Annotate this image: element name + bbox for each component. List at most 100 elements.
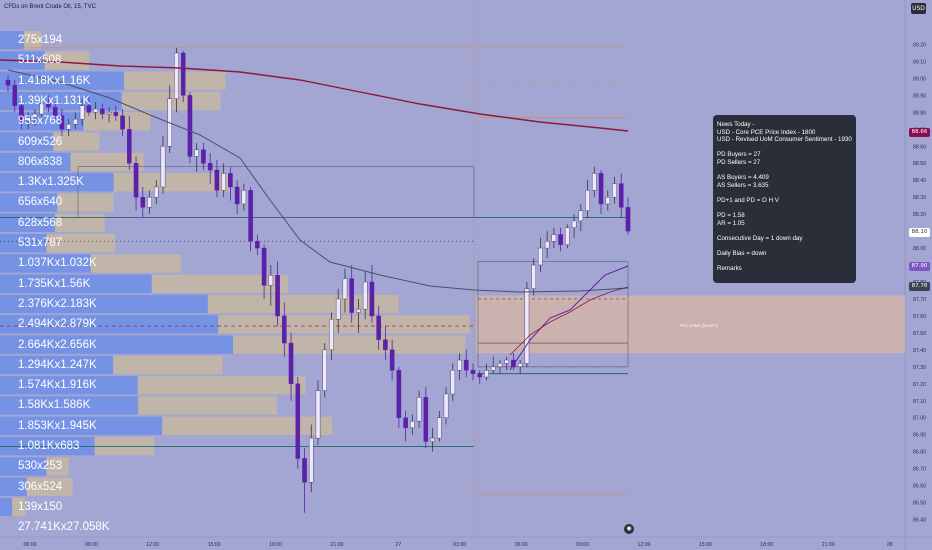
vp-sell-bar (53, 132, 100, 151)
vp-row-label: 1.735Kx1.56K (18, 277, 91, 290)
vp-sell-bar (57, 193, 114, 212)
vp-buy-bar (0, 254, 91, 273)
currency-button[interactable]: USD (911, 3, 926, 14)
y-tick-label: 89.20 (913, 42, 926, 48)
candle-body (470, 370, 476, 374)
candle-body (120, 115, 125, 130)
candle-body (335, 298, 341, 320)
price-tag-last: 88.10 (909, 228, 930, 237)
candle-body (25, 117, 31, 122)
news-line (717, 189, 852, 197)
candle-body (46, 103, 51, 108)
y-tick-label: 88.00 (913, 246, 926, 252)
x-tick-label: 28 (887, 542, 893, 548)
news-line (717, 144, 852, 152)
y-tick-label: 88.50 (913, 161, 926, 167)
candle-body (140, 196, 146, 208)
vp-buy-bar (0, 234, 47, 253)
candle-body (19, 105, 24, 122)
news-line: PD+1 and PD = O H V (717, 196, 779, 204)
vp-sell-bar (233, 335, 466, 354)
candle-body (147, 196, 152, 208)
candle-body (356, 308, 361, 313)
x-tick-label: 09:00 (576, 542, 589, 548)
y-tick-label: 87.30 (913, 365, 926, 371)
vwap-line (7, 69, 629, 293)
candle-body (538, 247, 543, 266)
vp-row-label: 1.39Kx1.131K (18, 94, 91, 107)
ptc-zone (476, 295, 905, 354)
vp-sell-bar (137, 376, 306, 395)
candle-body (443, 393, 449, 418)
zone-label: PTC ZONE (SHORT) (680, 323, 718, 328)
candle-body (551, 234, 557, 242)
vp-buy-bar (0, 376, 138, 395)
y-tick-label: 88.30 (913, 195, 926, 201)
candle-body (618, 183, 624, 208)
candle-body (187, 95, 193, 157)
vp-row-label: 306x524 (18, 480, 63, 493)
vp-sell-bar (12, 497, 26, 517)
y-tick-label: 89.10 (913, 59, 926, 65)
candle-body (490, 366, 496, 371)
y-tick-label: 86.70 (913, 467, 926, 473)
news-line: PD Sellers = 27 (717, 158, 761, 166)
candle-body (194, 149, 199, 157)
vp-sell-bar (90, 254, 181, 273)
candle-body (571, 220, 577, 228)
news-line: News Today - (717, 121, 755, 128)
candle-body (153, 186, 159, 198)
x-tick-label: 15:00 (699, 542, 712, 548)
x-tick-label: 15:00 (208, 542, 221, 548)
y-tick-label: 87.00 (913, 416, 926, 422)
range-box-b (477, 261, 629, 368)
candle-body (497, 363, 503, 368)
x-tick-label: 12:00 (146, 542, 159, 548)
candle-body (625, 207, 631, 232)
candle-body (52, 107, 58, 116)
vp-buy-bar (0, 31, 25, 50)
y-tick-label: 88.60 (913, 144, 926, 150)
news-line: AS Buyers = 4.409 (717, 174, 769, 182)
candle-body (477, 373, 483, 378)
candle-body (241, 190, 247, 205)
candle-body (329, 319, 334, 351)
vp-buy-bar (0, 416, 163, 435)
candle-body (457, 359, 462, 371)
candle-body (214, 169, 220, 191)
y-tick-label: 86.60 (913, 484, 926, 490)
vp-buy-bar (0, 213, 55, 232)
vp-row-label: 628x568 (18, 216, 63, 229)
news-line: Remarks (717, 265, 742, 273)
camera-icon[interactable]: ◉ (624, 524, 634, 534)
candle-body (430, 437, 435, 442)
candle-body (234, 186, 240, 205)
vp-row-label: 1.853Kx1.945K (18, 419, 97, 432)
news-line (717, 258, 852, 266)
candle-body (66, 124, 71, 130)
session-line-red (509, 286, 629, 356)
candle-body (100, 108, 105, 115)
chart-title: CFDs on Brent Crude Oil, 15, TVC (4, 4, 96, 10)
vp-sell-bar (46, 457, 69, 476)
news-line: USD - Revised UoM Consumer Sentiment - 1… (717, 136, 852, 144)
candle-body (450, 370, 456, 395)
vp-row-label: 1.574Kx1.916K (18, 379, 97, 392)
vp-row-label: 275x194 (18, 34, 63, 46)
candle-body (174, 52, 179, 99)
candle-body (39, 103, 44, 115)
candle-body (127, 129, 132, 164)
candle-body (282, 315, 287, 344)
candle-body (228, 173, 233, 188)
y-tick-label: 87.60 (913, 314, 926, 320)
x-tick-label: 06:00 (24, 542, 37, 548)
candle-body (268, 275, 274, 286)
vp-sell-bar (24, 31, 42, 50)
candle-body (369, 281, 375, 317)
candle-body (133, 163, 139, 198)
candle-body (362, 281, 368, 310)
candle-body (73, 118, 78, 125)
candle-body (396, 370, 402, 418)
vp-row-label: 1.418Kx1.16K (18, 74, 91, 87)
vp-buy-bar (0, 497, 13, 517)
